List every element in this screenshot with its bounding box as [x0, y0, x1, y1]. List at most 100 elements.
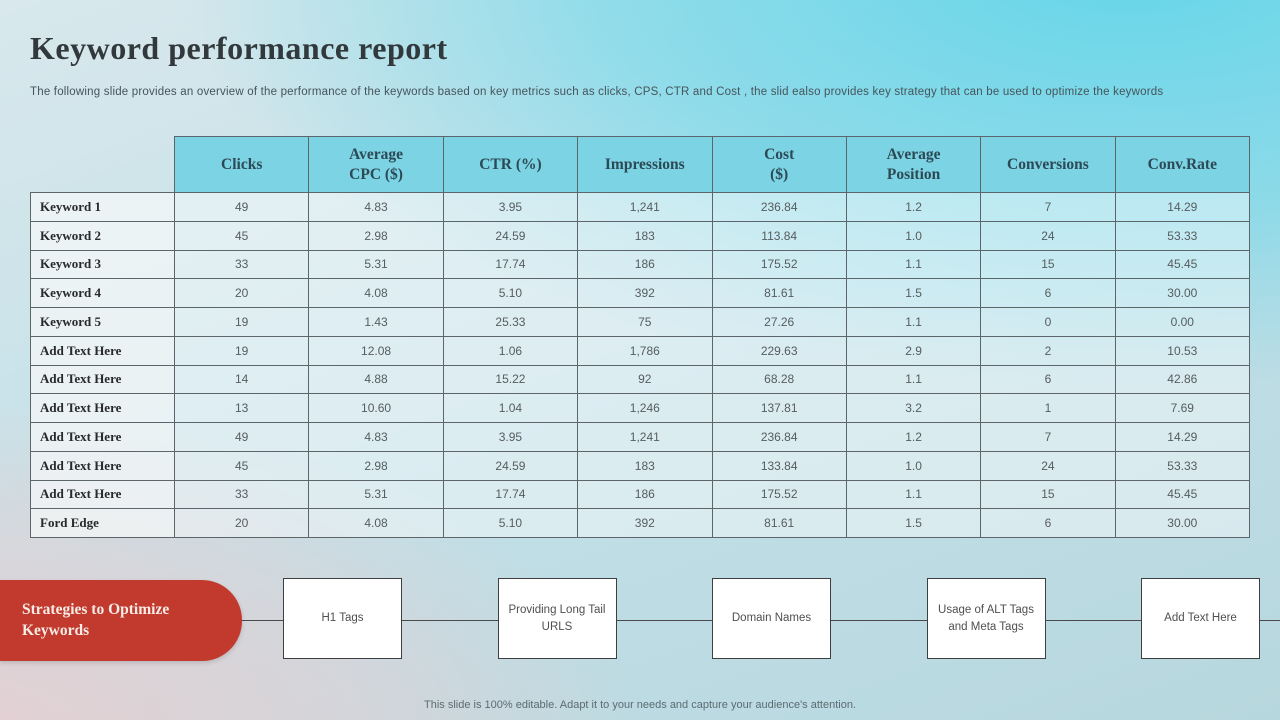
table-cell: 92 [577, 364, 713, 395]
strategy-box-label: Add Text Here [1164, 612, 1237, 625]
table-cell: 81.61 [711, 508, 847, 538]
table-cell: 1 [980, 393, 1116, 423]
table-cell: 24 [980, 220, 1116, 251]
table-cell: 10.53 [1114, 335, 1251, 366]
table-cell: 4.83 [308, 422, 444, 452]
table-cell: 7 [980, 192, 1116, 222]
table-cell: 13 [173, 393, 310, 423]
column-header: Conv.Rate [1114, 136, 1251, 193]
table-body: Keyword 1 49 4.83 3.95 1,241 236.84 1.2 7 14.29 K… [30, 192, 1251, 538]
table-row: Keyword 4 20 4.08 5.10 392 81.61 1.5 6 30.00 [30, 278, 1251, 308]
strategy-box: H1 Tags [283, 578, 402, 659]
footer-note: This slide is 100% editable. Adapt it to… [424, 699, 856, 711]
strategies-heading-label: Strategies to Optimize Keywords [22, 600, 170, 639]
table-cell: 4.83 [308, 192, 444, 222]
row-label: Keyword 3 [30, 249, 175, 280]
table-cell: 1.1 [845, 364, 982, 395]
column-header: Cost ($) [711, 136, 847, 193]
table-cell: 17.74 [442, 249, 579, 280]
table-cell: 25.33 [442, 307, 579, 337]
table-cell: 14.29 [1114, 422, 1251, 452]
table-cell: 7.69 [1114, 393, 1251, 423]
table-cell: 0.00 [1114, 307, 1251, 337]
table-cell: 45.45 [1114, 249, 1251, 280]
strategy-box-label: H1 Tags [321, 612, 364, 625]
strategies-heading-shape: Strategies to Optimize Keywords [0, 580, 242, 661]
table-cell: 1.1 [845, 249, 982, 280]
table-cell: 1.04 [442, 393, 579, 423]
table-cell: 68.28 [711, 364, 847, 395]
column-header: Conversions [980, 136, 1116, 193]
table-cell: 81.61 [711, 278, 847, 308]
table-row: Keyword 1 49 4.83 3.95 1,241 236.84 1.2 7 14.29 [30, 192, 1251, 222]
table-cell: 6 [980, 364, 1116, 395]
keyword-performance-table: Clicks Average CPC ($) CTR (%) Impressions C… [30, 136, 1251, 538]
table-cell: 12.08 [308, 335, 444, 366]
table-row: Add Text Here 49 4.83 3.95 1,241 236.84 1.2 7 14… [30, 422, 1251, 452]
table-cell: 1.1 [845, 307, 982, 337]
strategy-box: Add Text Here [1141, 578, 1260, 659]
table-cell: 75 [577, 307, 713, 337]
table-cell: 19 [173, 307, 310, 337]
column-header: CTR (%) [442, 136, 579, 193]
table-cell: 3.2 [845, 393, 982, 423]
row-label: Add Text Here [30, 393, 175, 423]
table-row: Add Text Here 14 4.88 15.22 92 68.28 1.1 6 42.86 [30, 364, 1251, 395]
table-cell: 229.63 [711, 335, 847, 366]
table-cell: 1,241 [577, 422, 713, 452]
row-label: Add Text Here [30, 479, 175, 510]
table-cell: 113.84 [711, 220, 847, 251]
table-row: Keyword 2 45 2.98 24.59 183 113.84 1.0 24 53.33 [30, 220, 1251, 251]
table-row: Add Text Here 13 10.60 1.04 1,246 137.81 3.2 1 7… [30, 393, 1251, 423]
table-cell: 15 [980, 249, 1116, 280]
table-cell: 3.95 [442, 422, 579, 452]
table-row: Add Text Here 19 12.08 1.06 1,786 229.63 2.9 2 1… [30, 335, 1251, 366]
table-cell: 236.84 [711, 192, 847, 222]
table-cell: 1.0 [845, 220, 982, 251]
table-cell: 24.59 [442, 450, 579, 481]
strategy-box-label: Usage of ALT Tags and Meta Tags [938, 604, 1034, 633]
row-label: Add Text Here [30, 364, 175, 395]
table-cell: 186 [577, 249, 713, 280]
table-cell: 2.98 [308, 220, 444, 251]
table-cell: 2 [980, 335, 1116, 366]
table-cell: 14.29 [1114, 192, 1251, 222]
table-cell: 2.98 [308, 450, 444, 481]
table-cell: 53.33 [1114, 220, 1251, 251]
strategy-flow: H1 Tags Providing Long Tail URLS Domain Na… [283, 578, 1260, 659]
table-cell: 236.84 [711, 422, 847, 452]
table-cell: 17.74 [442, 479, 579, 510]
row-label: Add Text Here [30, 335, 175, 366]
table-cell: 5.10 [442, 278, 579, 308]
table-cell: 6 [980, 508, 1116, 538]
table-cell: 14 [173, 364, 310, 395]
table-cell: 6 [980, 278, 1116, 308]
table-cell: 1,786 [577, 335, 713, 366]
page-title: Keyword performance report [30, 30, 448, 66]
table-cell: 27.26 [711, 307, 847, 337]
row-label: Ford Edge [30, 508, 175, 538]
table-cell: 1.2 [845, 422, 982, 452]
table-cell: 5.10 [442, 508, 579, 538]
table-cell: 10.60 [308, 393, 444, 423]
table-cell: 7 [980, 422, 1116, 452]
table-cell: 24.59 [442, 220, 579, 251]
table-cell: 53.33 [1114, 450, 1251, 481]
table-cell: 392 [577, 278, 713, 308]
column-header: Impressions [577, 136, 713, 193]
table-cell: 4.08 [308, 508, 444, 538]
table-cell: 133.84 [711, 450, 847, 481]
table-cell: 33 [173, 249, 310, 280]
table-cell: 15.22 [442, 364, 579, 395]
table-cell: 4.08 [308, 278, 444, 308]
table-cell: 45 [173, 450, 310, 481]
table-cell: 5.31 [308, 479, 444, 510]
table-cell: 45.45 [1114, 479, 1251, 510]
strategy-box-label: Providing Long Tail URLS [508, 604, 606, 633]
strategy-box: Providing Long Tail URLS [497, 578, 617, 659]
table-cell: 42.86 [1114, 364, 1251, 395]
table-cell: 1.43 [308, 307, 444, 337]
table-cell: 1.06 [442, 335, 579, 366]
table-cell: 183 [577, 450, 713, 481]
table-corner [31, 137, 175, 193]
